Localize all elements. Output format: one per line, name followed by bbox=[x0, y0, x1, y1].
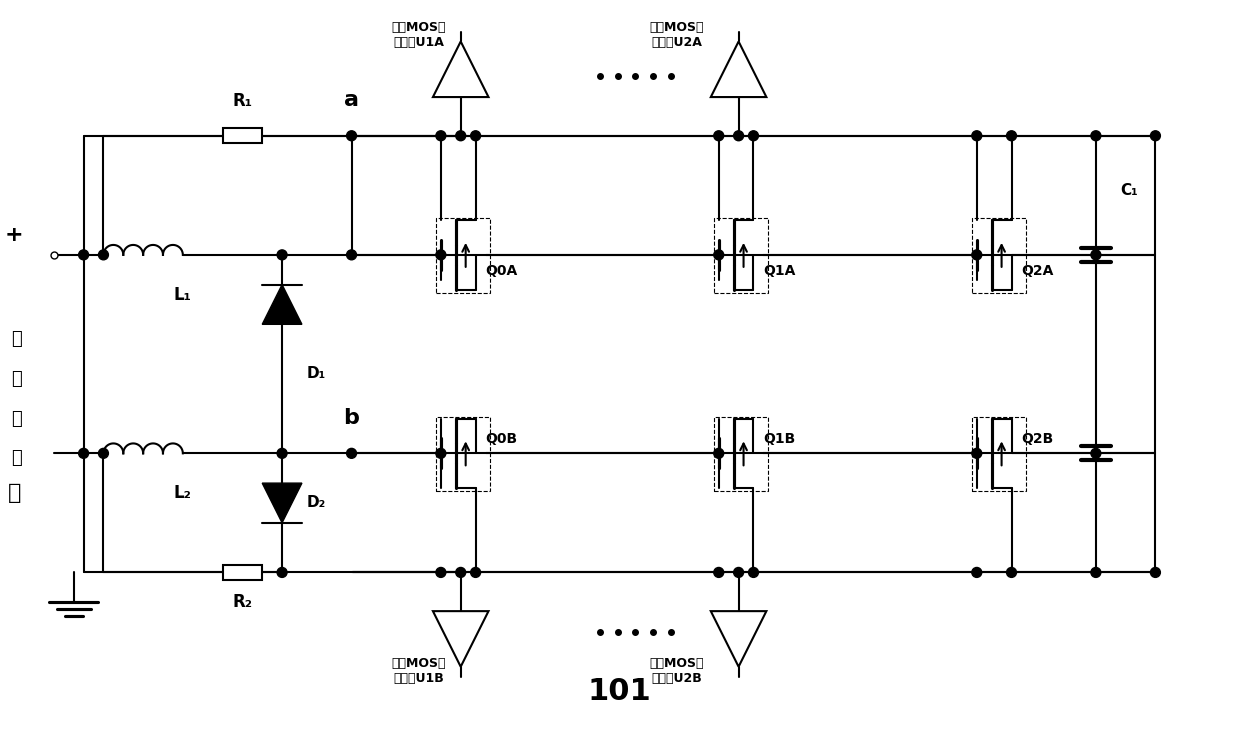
Text: b: b bbox=[343, 407, 359, 428]
Circle shape bbox=[1090, 567, 1100, 578]
Text: 第一MOS管
驱动器U1A: 第一MOS管 驱动器U1A bbox=[392, 21, 446, 49]
Polygon shape bbox=[263, 285, 302, 324]
Bar bbox=[436, 218, 491, 293]
Circle shape bbox=[971, 567, 981, 578]
Circle shape bbox=[347, 448, 357, 458]
Polygon shape bbox=[432, 611, 488, 666]
Text: 第四MOS管
驱动器U2B: 第四MOS管 驱动器U2B bbox=[649, 657, 704, 685]
Circle shape bbox=[1006, 567, 1016, 578]
Circle shape bbox=[278, 567, 287, 578]
Polygon shape bbox=[263, 483, 302, 523]
Circle shape bbox=[714, 448, 724, 458]
Text: Q0B: Q0B bbox=[486, 432, 518, 446]
Circle shape bbox=[436, 131, 446, 141]
Polygon shape bbox=[432, 42, 488, 97]
Text: R₂: R₂ bbox=[233, 593, 253, 611]
Text: 入: 入 bbox=[11, 449, 21, 468]
Circle shape bbox=[436, 448, 446, 458]
Bar bbox=[714, 417, 768, 491]
Circle shape bbox=[78, 250, 88, 260]
Circle shape bbox=[971, 448, 981, 458]
Circle shape bbox=[78, 448, 88, 458]
Circle shape bbox=[748, 567, 758, 578]
Circle shape bbox=[1151, 131, 1161, 141]
Text: D₁: D₁ bbox=[307, 366, 326, 382]
Circle shape bbox=[1090, 250, 1100, 260]
Circle shape bbox=[347, 131, 357, 141]
Circle shape bbox=[733, 567, 743, 578]
Circle shape bbox=[436, 567, 446, 578]
Text: Q1B: Q1B bbox=[763, 432, 795, 446]
Polygon shape bbox=[711, 42, 767, 97]
Circle shape bbox=[347, 250, 357, 260]
Text: 第三MOS管
驱动器U2A: 第三MOS管 驱动器U2A bbox=[649, 21, 704, 49]
Circle shape bbox=[1090, 131, 1100, 141]
Circle shape bbox=[456, 131, 466, 141]
Text: 输: 输 bbox=[11, 410, 21, 428]
Text: Q2B: Q2B bbox=[1021, 432, 1053, 446]
Text: Q0A: Q0A bbox=[486, 264, 518, 277]
Text: Q1A: Q1A bbox=[763, 264, 795, 277]
Text: －: － bbox=[7, 483, 21, 503]
Circle shape bbox=[971, 131, 981, 141]
Circle shape bbox=[971, 250, 981, 260]
Text: Q2A: Q2A bbox=[1021, 264, 1054, 277]
Text: 流: 流 bbox=[11, 370, 21, 388]
Circle shape bbox=[1151, 567, 1161, 578]
Text: +: + bbox=[5, 225, 24, 245]
Circle shape bbox=[456, 567, 466, 578]
Circle shape bbox=[436, 250, 446, 260]
Bar bbox=[714, 218, 768, 293]
Text: 101: 101 bbox=[587, 677, 652, 706]
Circle shape bbox=[714, 131, 724, 141]
Circle shape bbox=[1090, 448, 1100, 458]
Bar bbox=[971, 417, 1026, 491]
Circle shape bbox=[1006, 131, 1016, 141]
Circle shape bbox=[98, 250, 108, 260]
Circle shape bbox=[471, 567, 481, 578]
Circle shape bbox=[98, 448, 108, 458]
Polygon shape bbox=[711, 611, 767, 666]
Bar bbox=[223, 565, 263, 580]
Text: L₂: L₂ bbox=[173, 484, 192, 502]
Text: D₂: D₂ bbox=[307, 495, 326, 510]
Circle shape bbox=[714, 250, 724, 260]
Text: 直: 直 bbox=[11, 330, 21, 348]
Circle shape bbox=[471, 131, 481, 141]
Bar bbox=[436, 417, 491, 491]
Circle shape bbox=[733, 131, 743, 141]
Text: 第二MOS管
驱动器U1B: 第二MOS管 驱动器U1B bbox=[392, 657, 446, 685]
Circle shape bbox=[748, 131, 758, 141]
Bar bbox=[971, 218, 1026, 293]
Text: R₁: R₁ bbox=[233, 92, 253, 110]
Circle shape bbox=[278, 448, 287, 458]
Circle shape bbox=[714, 567, 724, 578]
Text: C₁: C₁ bbox=[1121, 184, 1139, 198]
Circle shape bbox=[278, 250, 287, 260]
Bar bbox=[223, 128, 263, 143]
Text: a: a bbox=[344, 90, 359, 110]
Text: L₁: L₁ bbox=[173, 286, 192, 304]
